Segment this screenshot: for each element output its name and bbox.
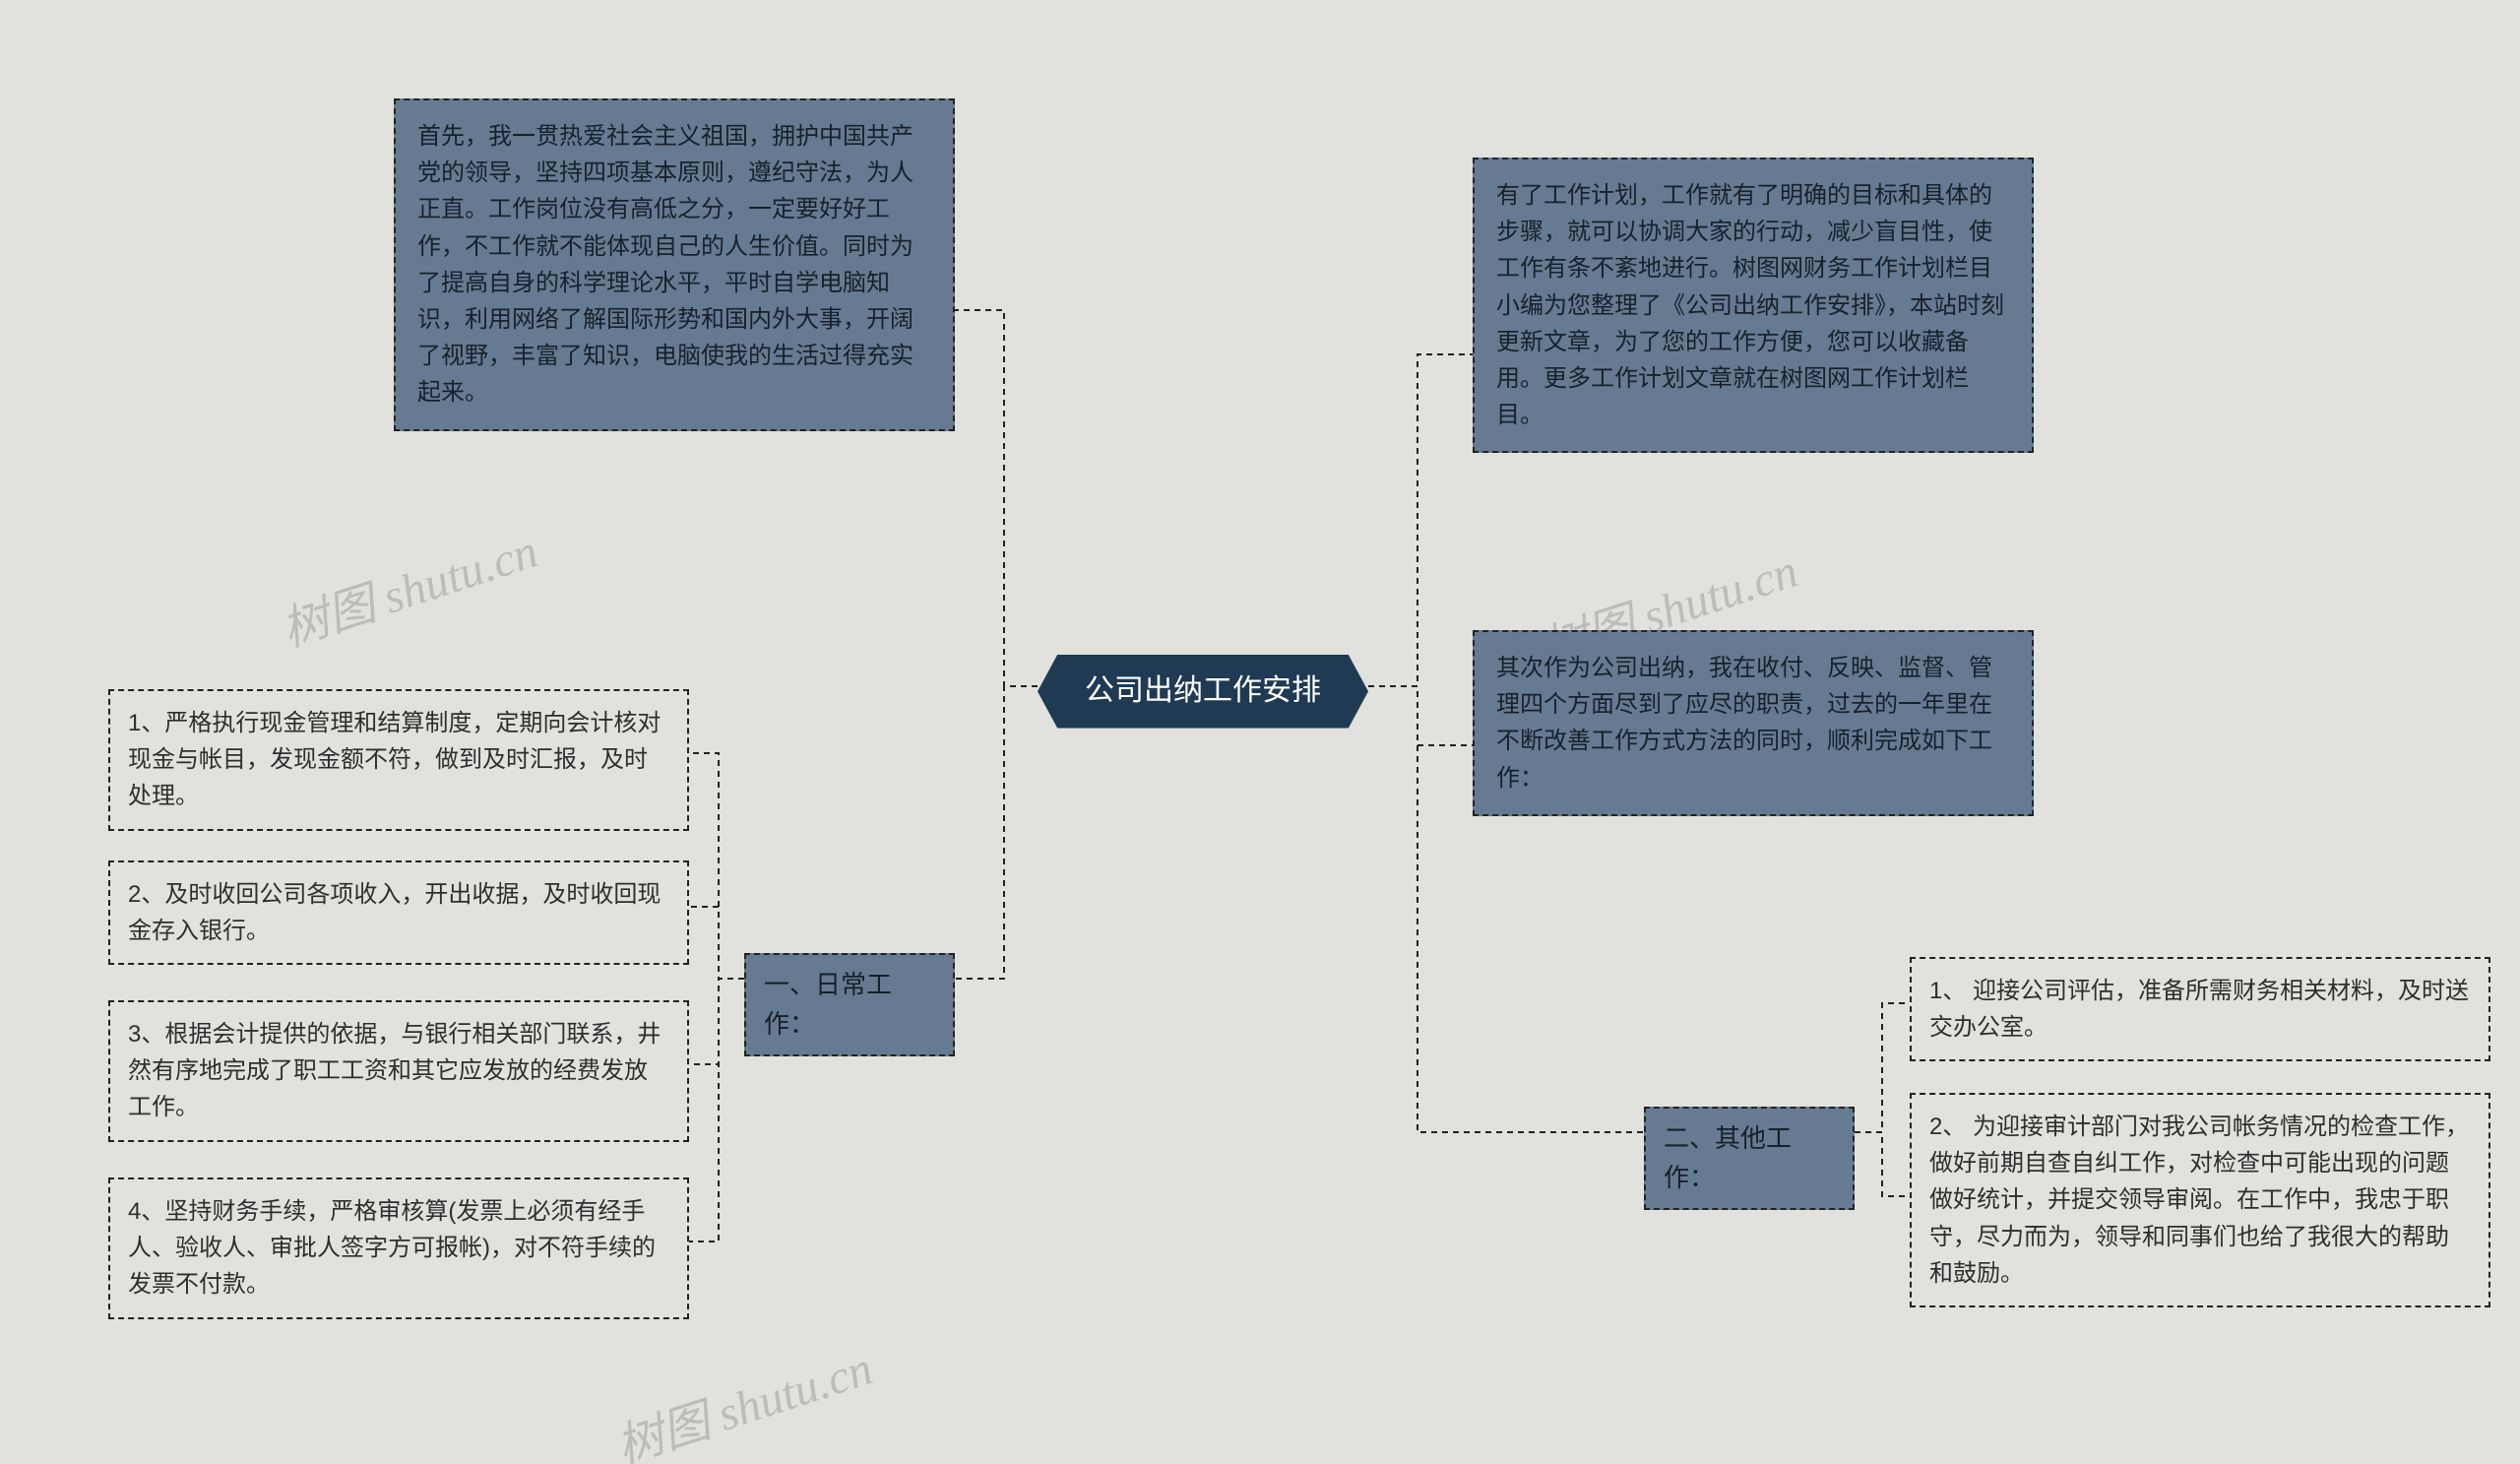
node-other-2[interactable]: 2、 为迎接审计部门对我公司帐务情况的检查工作，做好前期自查自纠工作，对检查中可… [1910,1093,2490,1307]
mindmap-canvas: 树图 shutu.cn 树图 shutu.cn 树图 shutu.cn 公司出纳… [0,0,2520,1464]
watermark: 树图 shutu.cn [272,512,545,660]
root-node[interactable]: 公司出纳工作安排 [1038,655,1368,729]
node-daily-3[interactable]: 3、根据会计提供的依据，与银行相关部门联系，井然有序地完成了职工工资和其它应发放… [108,1000,689,1142]
node-daily-4[interactable]: 4、坚持财务手续，严格审核算(发票上必须有经手人、验收人、审批人签字方可报帐)，… [108,1178,689,1319]
node-other-1[interactable]: 1、 迎接公司评估，准备所需财务相关材料，及时送交办公室。 [1910,957,2490,1061]
node-right-duties[interactable]: 其次作为公司出纳，我在收付、反映、监督、管理四个方面尽到了应尽的职责，过去的一年… [1473,630,2034,816]
node-right-plan[interactable]: 有了工作计划，工作就有了明确的目标和具体的步骤，就可以协调大家的行动，减少盲目性… [1473,158,2034,453]
node-left-intro[interactable]: 首先，我一贯热爱社会主义祖国，拥护中国共产党的领导，坚持四项基本原则，遵纪守法，… [394,98,955,431]
node-daily-work-label[interactable]: 一、日常工作： [744,953,955,1056]
watermark: 树图 shutu.cn [606,1329,880,1464]
node-daily-1[interactable]: 1、严格执行现金管理和结算制度，定期向会计核对现金与帐目，发现金额不符，做到及时… [108,689,689,831]
node-other-work-label[interactable]: 二、其他工作： [1644,1107,1855,1210]
node-daily-2[interactable]: 2、及时收回公司各项收入，开出收据，及时收回现金存入银行。 [108,860,689,965]
